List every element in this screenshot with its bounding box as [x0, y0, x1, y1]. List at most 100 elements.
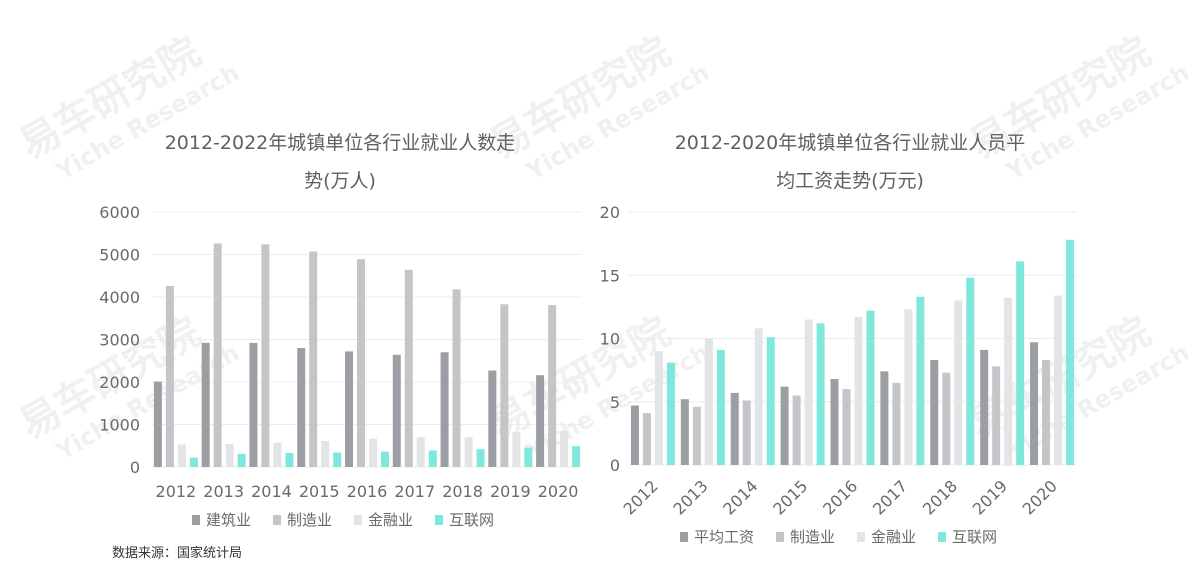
wages-legend-swatch: [680, 532, 688, 542]
wages-bar-2018-互联网: [966, 277, 975, 465]
wages-x-tick-label: 2014: [719, 476, 761, 518]
wages-legend-label: 金融业: [871, 528, 916, 546]
wages-bar-2013-平均工资: [680, 399, 689, 465]
employment-bar-2013-建筑业: [201, 342, 210, 467]
employment-y-tick-label: 6000: [99, 203, 140, 222]
employment-bar-2012-建筑业: [153, 381, 162, 467]
employment-x-tick-label: 2020: [538, 482, 579, 501]
employment-bar-2020-互联网: [572, 446, 581, 467]
employment-y-tick-label: 2000: [99, 373, 140, 392]
employment-x-tick-label: 2014: [251, 482, 292, 501]
wages-bar-2020-互联网: [1066, 239, 1075, 465]
employment-legend-swatch: [273, 515, 281, 525]
employment-x-tick-label: 2018: [442, 482, 483, 501]
employment-legend-swatch: [192, 515, 200, 525]
employment-legend-label: 金融业: [368, 511, 413, 529]
chart-wages-title-line1: 2012-2020年城镇单位各行业就业人员平: [674, 132, 1026, 154]
employment-bar-2017-建筑业: [392, 354, 401, 467]
wages-bar-2015-金融业: [804, 319, 813, 465]
employment-y-tick-label: 5000: [99, 246, 140, 265]
employment-bar-2012-互联网: [189, 457, 198, 467]
employment-bar-2017-金融业: [416, 437, 425, 467]
wages-bar-2018-制造业: [942, 372, 951, 465]
employment-bar-2014-金融业: [273, 442, 282, 467]
wages-bar-2019-金融业: [1004, 298, 1013, 465]
wages-bar-2020-金融业: [1054, 295, 1063, 465]
wages-bar-2017-金融业: [904, 309, 913, 465]
wages-legend-label: 平均工资: [694, 528, 754, 546]
wages-bar-2015-平均工资: [780, 386, 789, 465]
wages-bar-2013-金融业: [704, 338, 713, 465]
wages-x-tick-label: 2016: [819, 476, 861, 518]
wages-bar-2014-互联网: [766, 337, 775, 465]
wages-bar-2016-金融业: [854, 316, 863, 465]
employment-bar-2012-金融业: [177, 444, 186, 467]
wages-x-tick-label: 2019: [969, 476, 1011, 518]
wages-y-tick-label: 15: [600, 266, 620, 285]
employment-y-tick-label: 1000: [99, 416, 140, 435]
employment-bar-2020-建筑业: [536, 375, 545, 467]
wages-bar-2019-平均工资: [980, 349, 989, 465]
employment-bar-2017-互联网: [428, 450, 437, 467]
employment-bar-2020-制造业: [548, 305, 557, 467]
wages-bar-2017-平均工资: [880, 371, 889, 465]
employment-bar-2012-制造业: [165, 285, 174, 467]
wages-bar-2020-制造业: [1042, 360, 1051, 465]
employment-bar-2015-互联网: [333, 452, 342, 467]
wages-x-tick-label: 2015: [769, 476, 811, 518]
employment-y-tick-label: 3000: [99, 331, 140, 350]
wages-legend-swatch: [776, 532, 784, 542]
employment-x-tick-label: 2017: [394, 482, 435, 501]
wages-bar-2013-互联网: [716, 349, 725, 465]
wages-bar-2019-互联网: [1016, 261, 1025, 465]
wages-y-tick-label: 5: [610, 393, 620, 412]
employment-bar-2019-金融业: [512, 432, 521, 467]
employment-bar-2019-制造业: [500, 304, 509, 467]
employment-legend-label: 互联网: [449, 511, 494, 529]
wages-bar-2019-制造业: [992, 366, 1001, 465]
chart-wages-title: 2012-2020年城镇单位各行业就业人员平 均工资走势(万元): [640, 124, 1060, 200]
employment-bar-2016-金融业: [369, 438, 377, 467]
wages-legend-label: 制造业: [790, 528, 835, 546]
wages-bar-2012-互联网: [666, 362, 675, 465]
employment-x-tick-label: 2013: [203, 482, 244, 501]
wages-legend-swatch: [938, 532, 946, 542]
wages-x-tick-label: 2012: [620, 476, 662, 518]
employment-bar-2014-建筑业: [249, 342, 258, 467]
chart-employment-title-line2: 势(万人): [304, 170, 376, 192]
employment-bar-2018-建筑业: [440, 352, 449, 467]
wages-y-tick-label: 10: [600, 330, 620, 349]
employment-bar-2015-金融业: [321, 441, 330, 467]
employment-x-tick-label: 2019: [490, 482, 531, 501]
wages-x-tick-label: 2017: [869, 476, 911, 518]
wages-bar-2014-金融业: [754, 328, 763, 465]
wages-bar-2015-互联网: [816, 323, 825, 465]
employment-bar-2013-制造业: [213, 243, 222, 467]
employment-legend-swatch: [354, 515, 362, 525]
chart-employment-title: 2012-2022年城镇单位各行业就业人数走 势(万人): [130, 124, 550, 200]
wages-y-tick-label: 0: [610, 456, 620, 475]
employment-bar-2018-互联网: [476, 449, 485, 467]
employment-y-tick-label: 0: [130, 458, 140, 477]
employment-bar-2013-互联网: [237, 453, 246, 467]
employment-legend-label: 建筑业: [206, 511, 251, 529]
wages-x-tick-label: 2013: [669, 476, 711, 518]
wages-bar-2020-平均工资: [1030, 342, 1039, 465]
wages-bar-2012-制造业: [642, 413, 651, 465]
wages-legend: 平均工资 制造业 金融业 互联网: [680, 528, 997, 546]
wages-bar-2016-平均工资: [830, 378, 839, 465]
wages-bar-2014-平均工资: [730, 392, 739, 465]
employment-bar-2020-金融业: [560, 430, 569, 467]
wages-x-tick-label: 2020: [1019, 476, 1061, 518]
wages-bar-2013-制造业: [692, 406, 701, 465]
employment-legend-label: 制造业: [287, 511, 332, 529]
data-source-note: 数据来源：国家统计局: [112, 546, 243, 561]
employment-bar-2016-制造业: [357, 259, 365, 467]
wages-bar-2016-互联网: [866, 310, 875, 465]
employment-bar-2016-互联网: [381, 451, 389, 467]
wages-bar-2017-制造业: [892, 382, 901, 465]
wages-bar-2015-制造业: [792, 395, 801, 465]
employment-bar-2015-建筑业: [297, 348, 306, 467]
employment-bar-2019-互联网: [524, 447, 533, 467]
